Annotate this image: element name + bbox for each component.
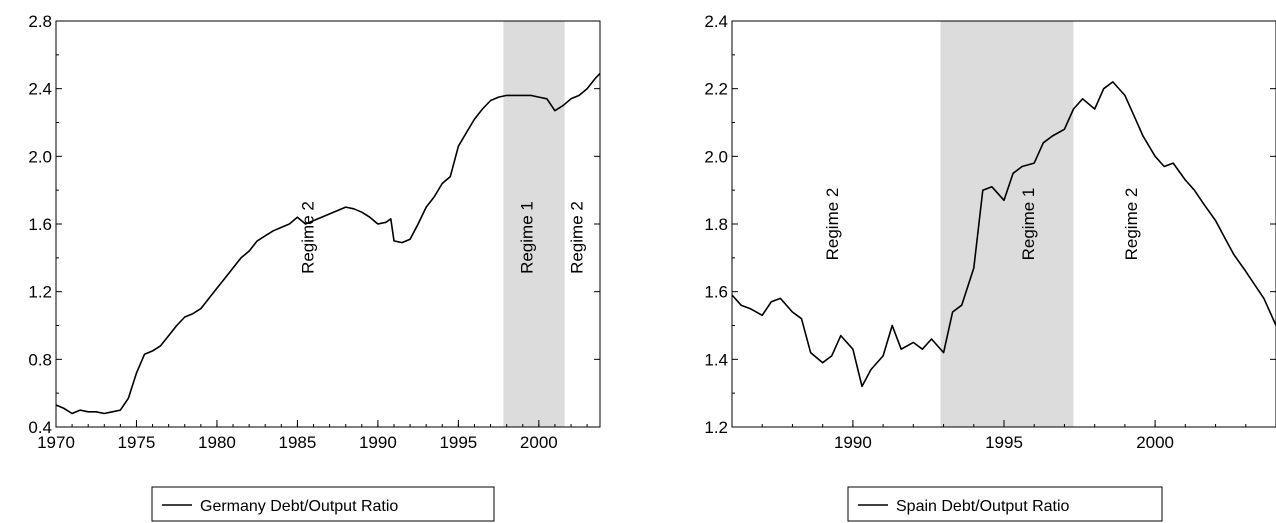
chart-2: 1.2 1.4 1.6 1.8 2.0 2.2 2.4 1990 1995 2000 Regime … [704, 12, 1276, 522]
legend: Germany Debt/Output Ratio [151, 486, 495, 522]
y-tick-label: 1.6 [704, 283, 728, 302]
legend: Spain Debt/Output Ratio [847, 486, 1163, 522]
y-tick-label: 2.2 [704, 80, 728, 99]
y-tick-label: 2.4 [704, 12, 728, 31]
legend-label: Spain Debt/Output Ratio [896, 498, 1070, 515]
x-tick-label: 1990 [834, 433, 872, 452]
regime-label: Regime 2 [823, 188, 842, 261]
legend-box [847, 486, 1163, 522]
series-line [731, 81, 1276, 388]
y-tick-label: 2.0 [704, 147, 728, 166]
y-tick-label: 1.8 [704, 215, 728, 234]
regime-label: Regime 1 [517, 201, 536, 274]
regime-label: Regime 2 [1122, 188, 1141, 261]
y-tick-label: 0.8 [28, 350, 52, 369]
x-tick-label: 1980 [198, 433, 236, 452]
x-tick-label: 1990 [359, 433, 397, 452]
regime-shading [503, 21, 565, 427]
x-tick-label: 1975 [118, 433, 156, 452]
y-tick-label: 0.4 [28, 418, 52, 437]
x-tick-label: 1995 [985, 433, 1023, 452]
y-tick-label: 2.0 [28, 147, 52, 166]
y-tick-label: 2.4 [28, 80, 52, 99]
legend-label: Germany Debt/Output Ratio [200, 498, 398, 515]
x-tick-label: 1985 [279, 433, 317, 452]
regime-shading [940, 21, 1074, 427]
chart-1: 0.4 0.8 1.2 1.6 2.0 2.4 2.8 1970 1975 1980 1985 199… [28, 12, 601, 522]
legend-box [151, 486, 495, 522]
y-tick-label: 2.8 [28, 12, 52, 31]
y-tick-label: 1.2 [28, 283, 52, 302]
x-tick-label: 1995 [439, 433, 477, 452]
regime-label: Regime 2 [299, 201, 318, 274]
x-tick-label: 1970 [37, 433, 75, 452]
series-line [55, 72, 601, 415]
x-tick-label: 2000 [520, 433, 558, 452]
regime-label: Regime 1 [1019, 188, 1038, 261]
y-tick-label: 1.4 [704, 350, 728, 369]
regime-label: Regime 2 [567, 201, 586, 274]
y-tick-label: 1.2 [704, 418, 728, 437]
y-tick-label: 1.6 [28, 215, 52, 234]
x-tick-label: 2000 [1136, 433, 1174, 452]
